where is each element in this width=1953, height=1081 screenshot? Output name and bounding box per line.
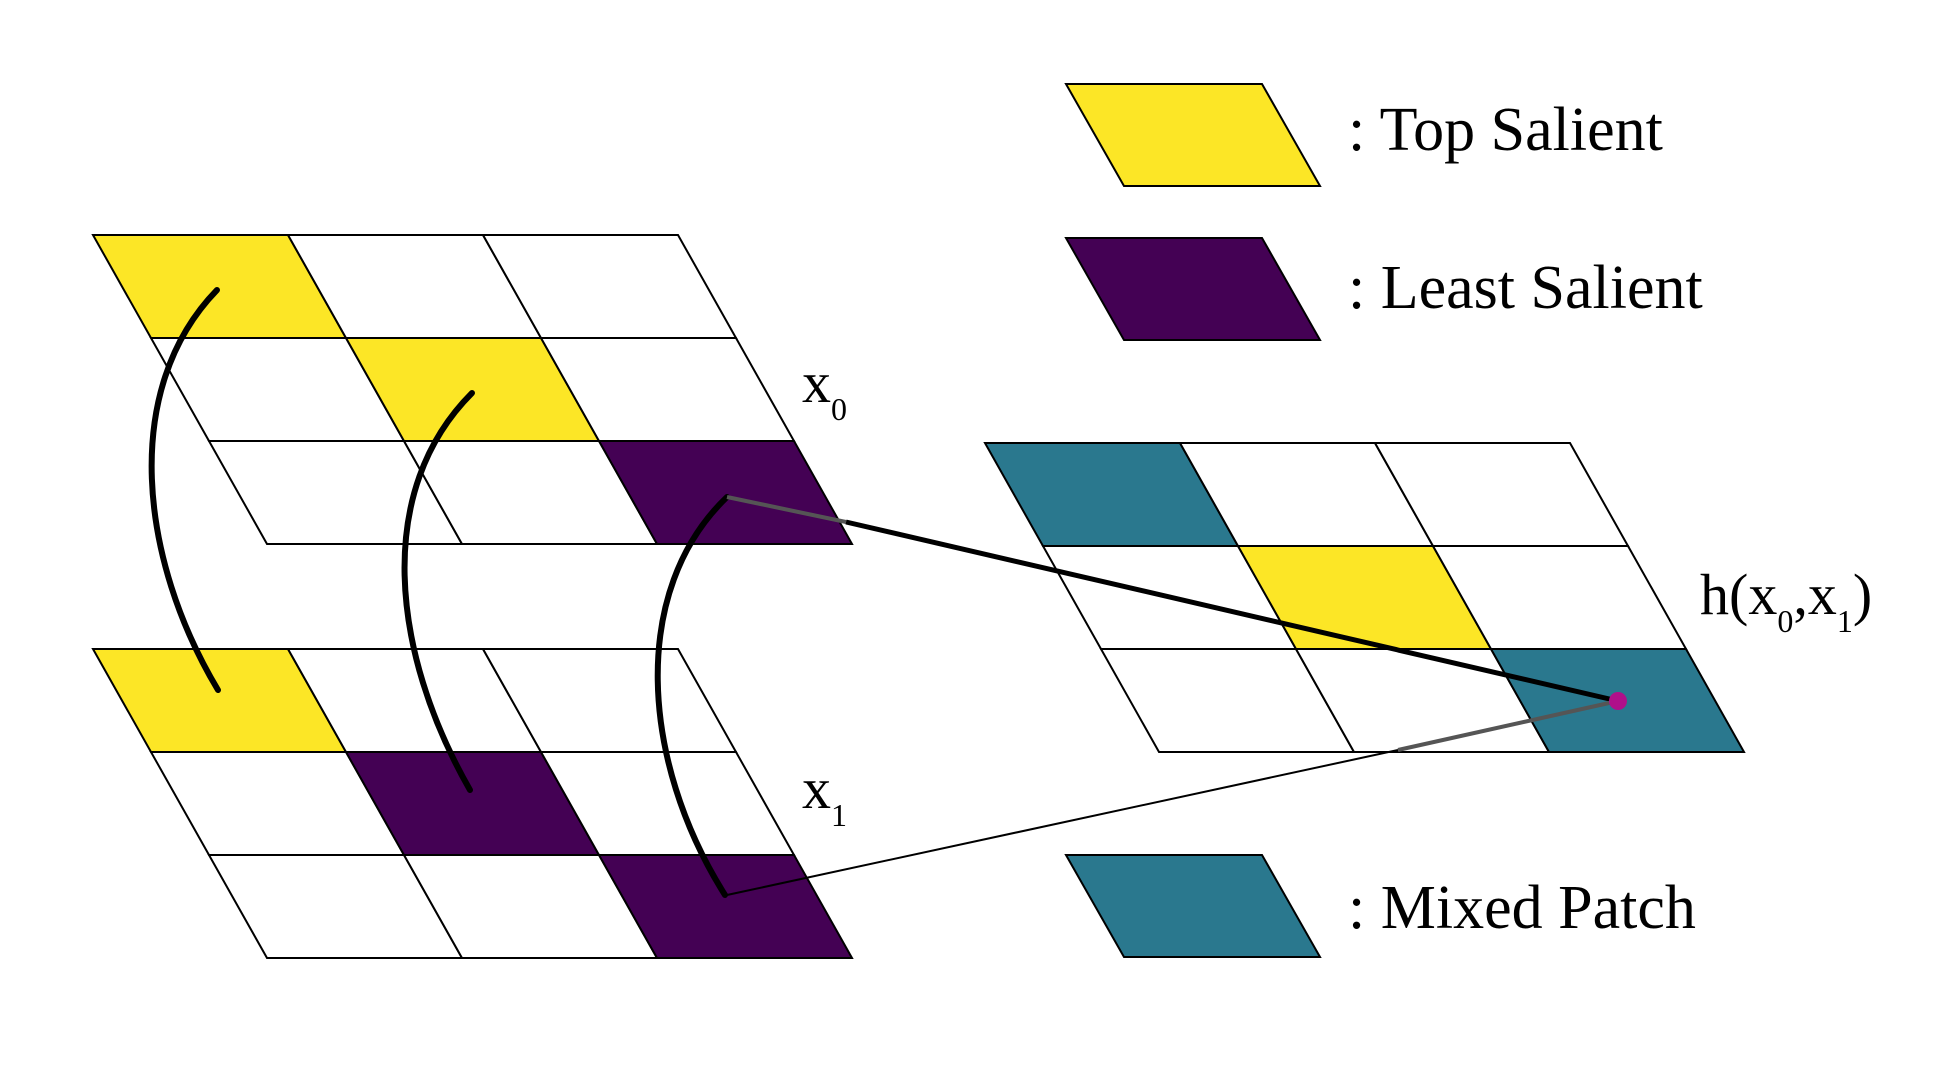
line-from-x1 [1397,699,1619,752]
legend: : Top Salient : Least Salient : Mixed Pa… [1064,83,1703,958]
label-x0: x0 [802,350,847,427]
legend-swatch-least-salient [1064,237,1322,341]
line-from-x0 [845,519,1619,704]
arc-1 [148,287,221,693]
grid-x0 [91,234,854,545]
line-from-x0 [726,495,847,524]
legend-label-top-salient: : Top Salient [1348,96,1663,164]
legend-swatch-mixed-patch [1064,854,1322,958]
grid-cell-least-salient [597,440,854,545]
correspondence-arcs [148,287,730,898]
legend-label-least-salient: : Least Salient [1348,254,1703,322]
label-mixed: h(x0,x1) [1700,562,1872,639]
mixed-point [1609,692,1627,710]
legend-label-mixed-patch: : Mixed Patch [1348,874,1696,942]
arc-3 [654,494,730,898]
label-x1: x1 [802,756,847,833]
grid-x1 [91,648,854,959]
mixing-lines [726,495,1627,896]
legend-swatch-top-salient [1064,83,1322,187]
arc-2 [401,390,475,793]
grid-mixed [983,442,1746,753]
line-from-x1 [726,749,1399,896]
